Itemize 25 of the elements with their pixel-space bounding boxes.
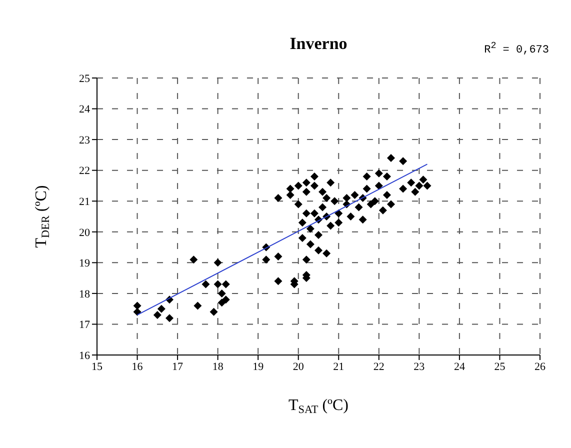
x-tick-label: 24 (454, 360, 466, 373)
y-tick-label: 20 (79, 226, 90, 239)
x-tick-label: 23 (414, 360, 426, 373)
x-tick-label: 22 (373, 360, 384, 373)
y-tick-label: 18 (79, 288, 90, 300)
x-tick-label: 25 (494, 360, 506, 373)
y-tick-label: 21 (79, 196, 90, 208)
text: R$^{2}$ = 0,673 (484, 40, 549, 57)
x-tick-label: 15 (92, 360, 103, 373)
y-tick-label: 24 (79, 104, 90, 116)
y-tick-label: 17 (79, 319, 90, 332)
y-tick-label: 22 (79, 165, 90, 178)
x-tick-label: 20 (292, 360, 304, 373)
x-axis-title: T$_{SAT}$ (ºC) (288, 397, 348, 416)
x-tick-label: 18 (212, 360, 224, 373)
x-tick-label: 21 (333, 360, 344, 373)
x-tick-label: 19 (252, 360, 264, 373)
y-tick-label: 23 (79, 134, 90, 146)
chart-title: Inverno (290, 34, 348, 53)
y-tick-label: 25 (79, 72, 90, 85)
x-tick-label: 26 (534, 360, 546, 373)
x-tick-label: 17 (172, 360, 184, 373)
y-tick-label: 19 (79, 258, 90, 270)
x-tick-label: 16 (132, 360, 144, 373)
y-tick-label: 16 (79, 350, 90, 362)
